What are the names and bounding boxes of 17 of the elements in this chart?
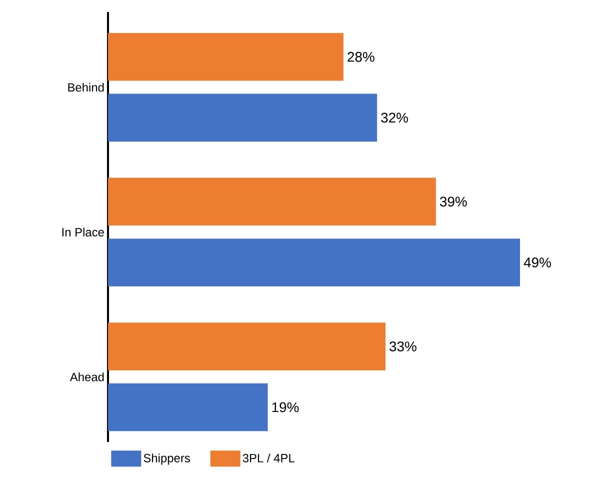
data-label: 33% xyxy=(390,342,416,352)
data-label: 19% xyxy=(272,402,299,412)
bar xyxy=(108,238,520,286)
y-tick-label: Ahead xyxy=(70,372,104,382)
legend-label: 3PL / 4PL xyxy=(242,454,294,462)
bar xyxy=(108,32,344,81)
y-tick-label: Behind xyxy=(68,82,104,92)
legend-label: Shippers xyxy=(144,454,190,465)
data-label: 49% xyxy=(524,258,551,268)
bar xyxy=(108,383,268,432)
data-label: 28% xyxy=(348,52,374,62)
data-label: 39% xyxy=(440,196,467,207)
data-label: 32% xyxy=(381,112,408,123)
bar xyxy=(108,178,436,226)
bar xyxy=(108,94,378,142)
y-tick-label: In Place xyxy=(62,228,104,236)
bar xyxy=(108,322,386,370)
